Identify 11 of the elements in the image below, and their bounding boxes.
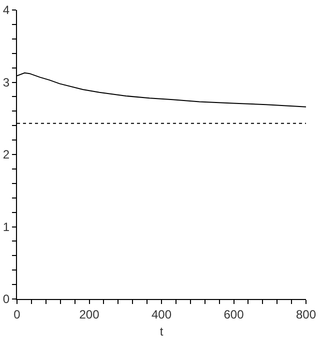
y-tick-label: 3 bbox=[2, 75, 10, 90]
x-tick-label: 400 bbox=[151, 307, 172, 322]
y-tick-label: 0 bbox=[2, 292, 10, 306]
x-axis-title: t bbox=[160, 324, 164, 338]
y-tick-label: 4 bbox=[2, 3, 10, 18]
x-tick-label: 800 bbox=[296, 307, 316, 322]
x-tick-label: 0 bbox=[14, 307, 21, 322]
y-tick-label: 1 bbox=[2, 220, 10, 234]
x-tick-label: 600 bbox=[224, 307, 244, 322]
x-tick-label: 200 bbox=[79, 307, 100, 322]
y-tick-label: 2 bbox=[2, 148, 10, 162]
